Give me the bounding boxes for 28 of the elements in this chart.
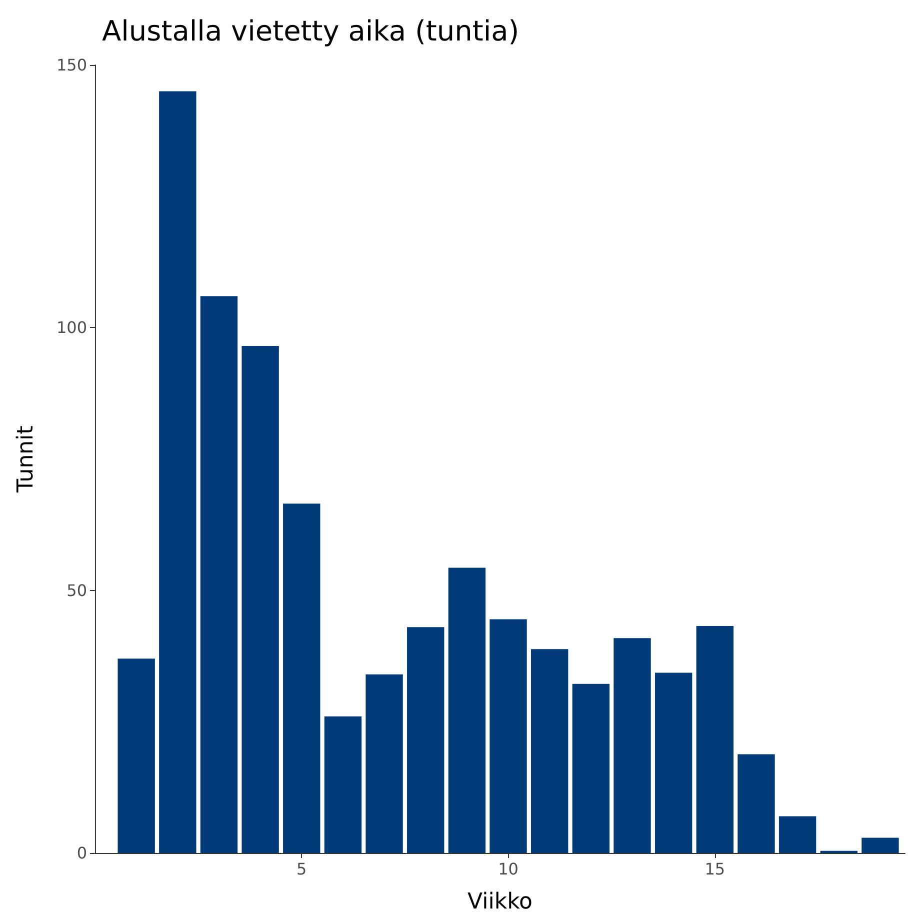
bar: [159, 91, 196, 853]
bar: [324, 716, 362, 853]
y-axis-title: Tunnit: [14, 425, 38, 494]
x-tick-label: 15: [704, 860, 726, 878]
x-axis-title: Viikko: [468, 890, 532, 914]
y-tick-label: 100: [56, 318, 87, 338]
bar: [407, 627, 444, 853]
bar: [572, 684, 610, 853]
x-tick-label: 10: [498, 860, 518, 878]
bar: [738, 754, 775, 853]
bar: [366, 674, 403, 853]
y-tick-label: 150: [56, 56, 87, 74]
y-tick-label: 50: [66, 580, 87, 600]
bar: [200, 296, 238, 853]
bar: [448, 568, 486, 853]
bar: [530, 649, 568, 853]
bar: [490, 619, 527, 853]
bar: [654, 672, 692, 853]
bar: [118, 658, 155, 853]
chart-title: Alustalla vietetty aika (tuntia): [102, 14, 520, 48]
bar: [778, 816, 816, 853]
x-tick-label: 5: [296, 860, 307, 878]
bar: [696, 626, 734, 853]
bar: [862, 838, 899, 853]
bar: [614, 638, 651, 853]
bar: [283, 504, 320, 853]
y-tick-label: 0: [76, 844, 87, 862]
bar: [242, 346, 279, 853]
